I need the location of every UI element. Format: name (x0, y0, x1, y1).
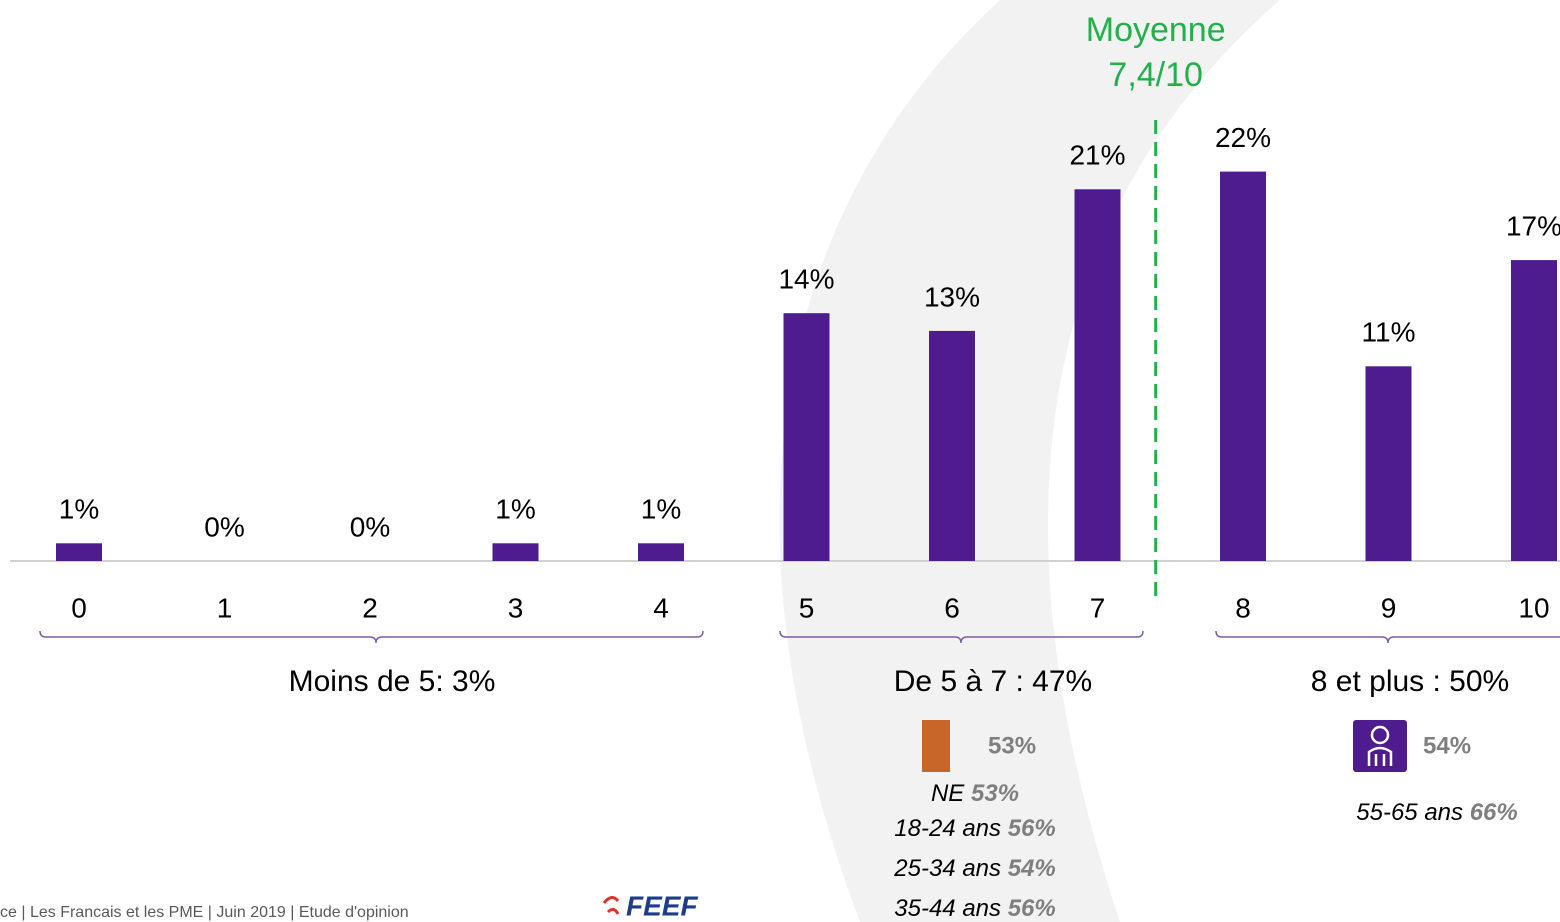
bar (929, 330, 975, 561)
logo: FEEF (626, 890, 698, 921)
detail-label: 35-44 ans (894, 895, 1001, 922)
value-label: 1% (641, 494, 681, 525)
bar (1220, 171, 1266, 561)
x-tick-label: 4 (653, 592, 669, 623)
x-tick-label: 6 (944, 592, 960, 623)
value-label: 1% (495, 494, 535, 525)
detail-line: 55-65 ans 66% (1356, 799, 1517, 826)
detail-value: 56% (1008, 815, 1056, 842)
detail-line: 35-44 ans 56% (894, 895, 1055, 922)
value-label: 22% (1215, 122, 1271, 153)
x-tick-label: 7 (1090, 592, 1106, 623)
bar (56, 543, 102, 561)
detail-value: 54% (1008, 855, 1056, 882)
footer: ce | Les Francais et les PME | Juin 2019… (0, 904, 409, 921)
bar (492, 543, 539, 561)
detail-label: NE (931, 780, 965, 807)
detail-value: 56% (1008, 895, 1056, 922)
bar (783, 313, 830, 561)
detail-line: 25-34 ans 54% (893, 855, 1055, 882)
icon-value: 54% (1423, 732, 1471, 759)
value-label: 0% (204, 511, 244, 542)
x-tick-label: 8 (1235, 592, 1251, 623)
group-label: Moins de 5: 3% (289, 665, 496, 698)
x-tick-label: 1 (217, 592, 233, 623)
group-brace (39, 630, 704, 644)
detail-line: NE 53% (931, 780, 1019, 807)
bar (638, 543, 684, 561)
value-label: 0% (350, 511, 390, 542)
detail-value: 66% (1470, 799, 1518, 826)
x-tick-label: 9 (1381, 592, 1397, 623)
background-swoosh (779, 0, 1280, 922)
x-tick-label: 10 (1518, 592, 1549, 623)
x-tick-label: 0 (71, 592, 87, 623)
group-brace (779, 630, 1144, 644)
x-tick-label: 5 (799, 592, 815, 623)
icon-purple (1353, 720, 1407, 772)
mean-title: Moyenne (1086, 11, 1226, 49)
value-label: 1% (59, 494, 99, 525)
icon-orange (922, 720, 950, 772)
detail-label: 18-24 ans (894, 815, 1001, 842)
mean-label: 7,4/10 (1108, 56, 1203, 94)
detail-label: 55-65 ans (1356, 799, 1463, 826)
value-label: 13% (924, 281, 980, 312)
bar (1074, 189, 1121, 562)
bar (1511, 260, 1557, 561)
detail-label: 25-34 ans (893, 855, 1001, 882)
value-label: 21% (1069, 140, 1125, 171)
value-label: 17% (1506, 210, 1560, 241)
value-label: 11% (1362, 317, 1416, 348)
value-label: 14% (778, 264, 834, 295)
detail-line: 18-24 ans 56% (894, 815, 1055, 842)
group-label: 8 et plus : 50% (1311, 665, 1509, 698)
x-tick-label: 2 (362, 592, 378, 623)
group-brace (1215, 630, 1560, 644)
x-tick-label: 3 (508, 592, 524, 623)
group-label: De 5 à 7 : 47% (894, 665, 1092, 698)
logo-mark (602, 896, 620, 915)
bar (1365, 366, 1412, 561)
detail-value: 53% (971, 780, 1019, 807)
icon-value: 53% (988, 732, 1036, 759)
